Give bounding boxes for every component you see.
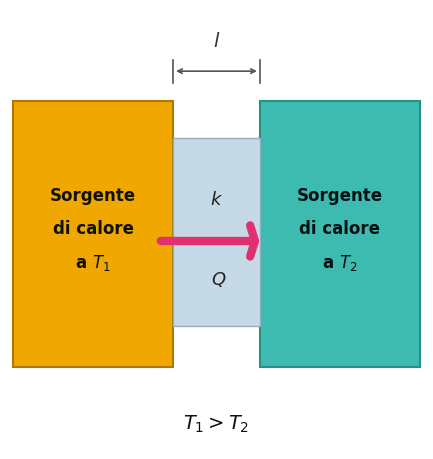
- Text: di calore: di calore: [52, 220, 134, 239]
- Text: $l$: $l$: [213, 32, 220, 51]
- Text: di calore: di calore: [299, 220, 381, 239]
- Text: $k$: $k$: [210, 190, 223, 209]
- Text: a $T_2$: a $T_2$: [322, 252, 358, 273]
- Text: Sorgente: Sorgente: [50, 187, 136, 206]
- Bar: [173, 138, 260, 326]
- Bar: [13, 101, 173, 367]
- Bar: [260, 101, 420, 367]
- Text: $T_1 > T_2$: $T_1 > T_2$: [184, 414, 249, 435]
- Text: a $T_1$: a $T_1$: [75, 252, 111, 273]
- Text: Sorgente: Sorgente: [297, 187, 383, 206]
- Text: $Q$: $Q$: [211, 270, 226, 290]
